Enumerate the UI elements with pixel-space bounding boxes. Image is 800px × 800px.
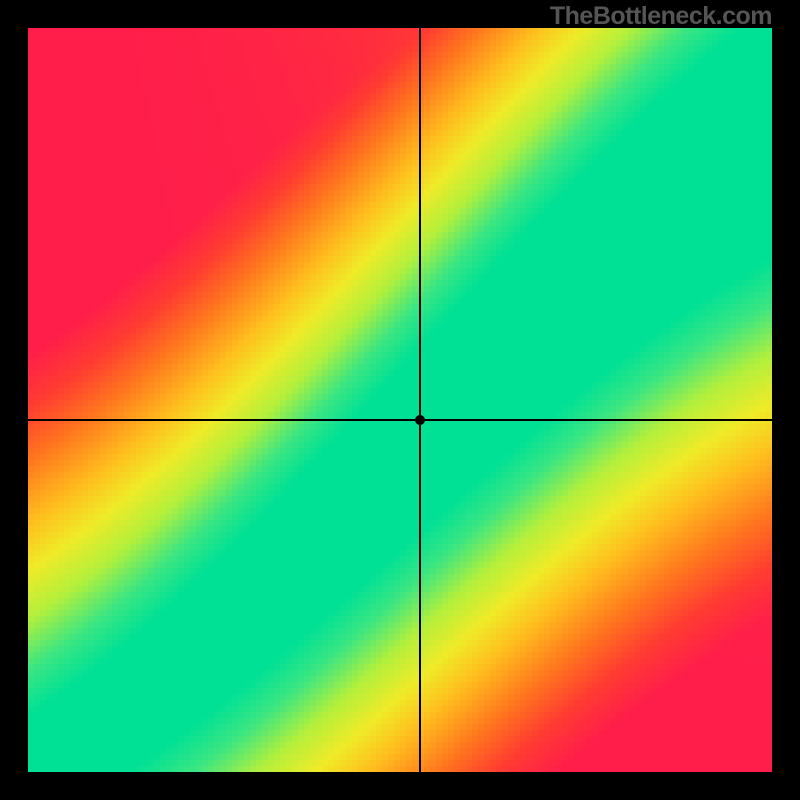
bottleneck-heatmap <box>28 28 772 772</box>
crosshair-vertical-line <box>419 28 421 772</box>
crosshair-horizontal-line <box>28 419 772 421</box>
watermark-text: TheBottleneck.com <box>550 2 772 31</box>
crosshair-dot <box>415 415 425 425</box>
